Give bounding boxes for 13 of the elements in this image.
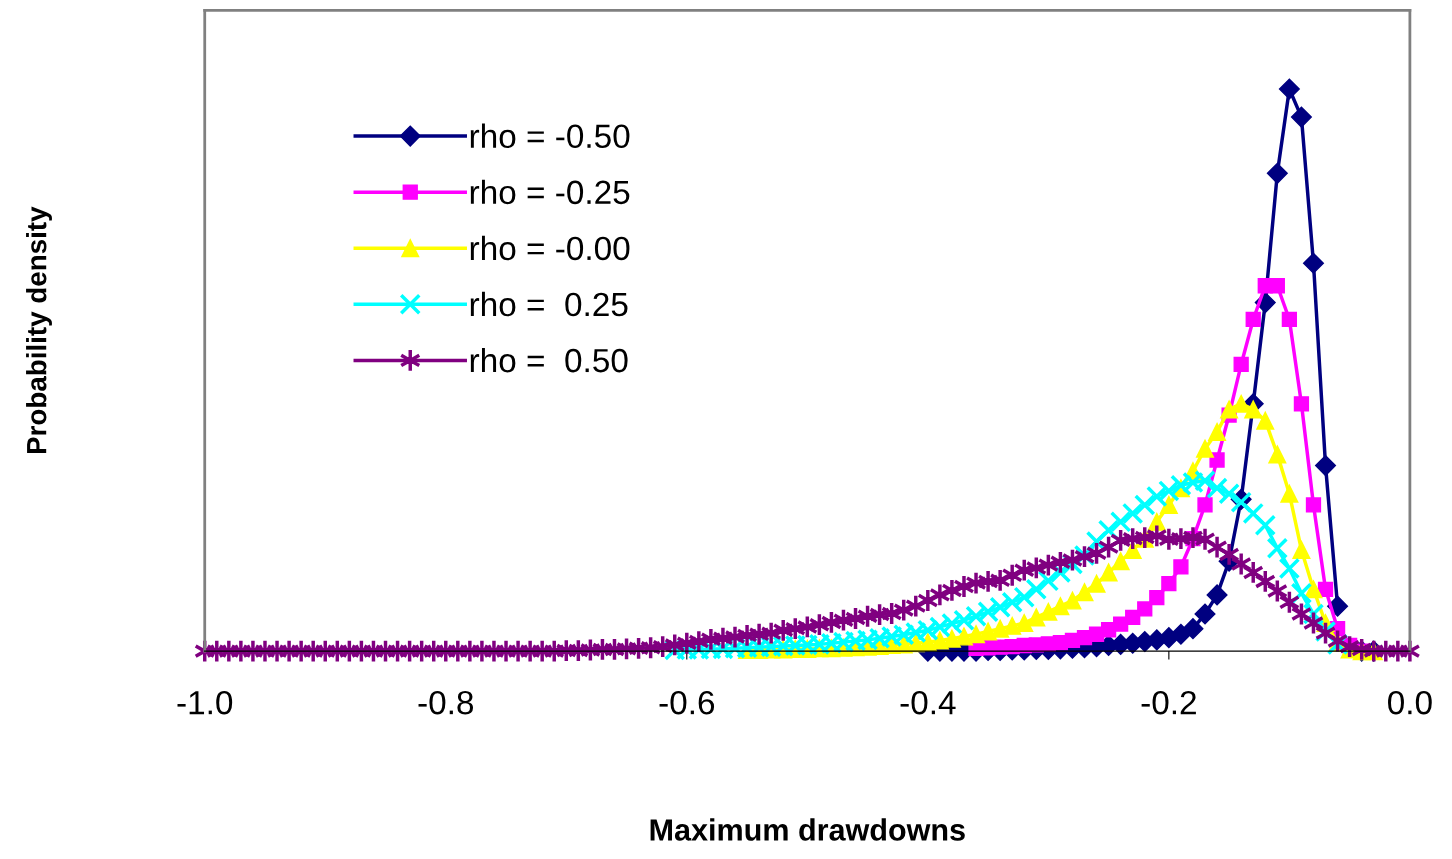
legend-label: rho = -0.00 (470, 235, 630, 261)
x-tick-label: -0.8 (418, 690, 474, 715)
x-tick-label: -0.2 (1141, 690, 1196, 715)
legend-label: rho = -0.25 (470, 179, 630, 205)
x-tick-label: -0.4 (900, 690, 956, 715)
x-tick-label: 0.0 (1388, 690, 1432, 715)
legend-label: rho = -0.50 (470, 123, 630, 149)
legend-label: rho = 0.25 (470, 291, 628, 317)
x-tick-label: -1.0 (177, 690, 233, 715)
x-tick-label: -0.6 (659, 690, 715, 715)
legend-label: rho = 0.50 (470, 347, 628, 373)
x-axis-title: Maximum drawdowns (650, 818, 965, 841)
y-axis-title: Probability density (26, 206, 52, 454)
